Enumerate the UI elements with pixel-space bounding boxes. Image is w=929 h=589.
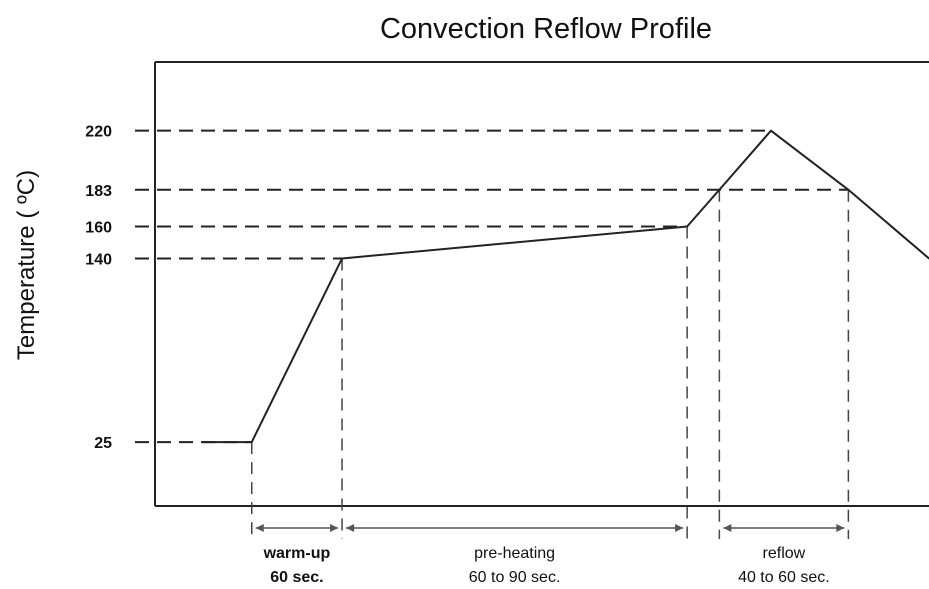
phase-label-line2: 60 to 90 sec. xyxy=(469,569,561,586)
y-tick-label: 140 xyxy=(85,251,112,268)
y-axis-label: Temperature ( ºC) xyxy=(13,170,40,360)
phase-label-line2: 40 to 60 sec. xyxy=(738,569,830,586)
phase-label-line1: pre-heating xyxy=(474,545,555,562)
phase-label-line1: warm-up xyxy=(263,545,331,562)
chart-title: Convection Reflow Profile xyxy=(380,13,712,45)
phase-annotations: warm-up 60 sec. pre-heating 60 to 90 sec. re… xyxy=(255,524,845,586)
y-tick-label: 160 xyxy=(85,220,112,237)
guide-lines xyxy=(135,129,850,539)
temperature-series xyxy=(202,129,929,444)
phase-arrow-right xyxy=(675,524,684,532)
y-tick-label: 183 xyxy=(85,183,112,200)
y-tick-label: 220 xyxy=(85,124,112,141)
reflow-profile-line xyxy=(202,129,929,444)
y-axis-ticks: 25 140 160 183 220 xyxy=(85,124,112,452)
phase-arrow-left xyxy=(255,524,264,532)
phase-label-line1: reflow xyxy=(763,545,806,562)
phase-arrow-left xyxy=(346,524,355,532)
phase-arrow-right xyxy=(330,524,339,532)
phase-label-line2: 60 sec. xyxy=(270,569,323,586)
axes-layer xyxy=(154,61,929,507)
y-tick-label: 25 xyxy=(94,435,112,452)
phase-arrow-left xyxy=(723,524,732,532)
phase-arrow-right xyxy=(836,524,845,532)
